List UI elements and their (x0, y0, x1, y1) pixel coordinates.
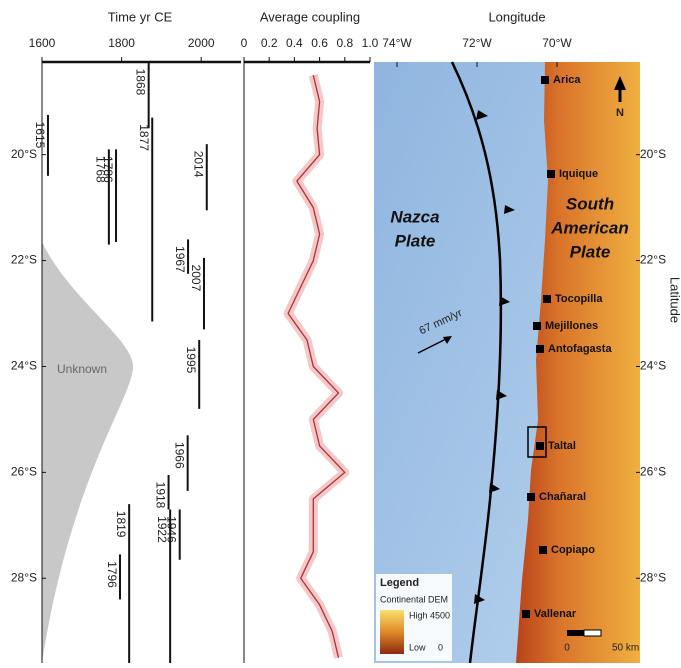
coupling-panel: Average coupling 0 0.2 0.4 0.6 0.8 1.0 (241, 9, 379, 663)
y-tick-label: 22°S (640, 253, 666, 267)
annotation: Unknown (57, 362, 107, 376)
panel-title: Time yr CE (108, 9, 173, 24)
city-label: Mejillones (545, 320, 598, 332)
y-tick-label: 26°S (640, 465, 666, 479)
city-marker (543, 295, 551, 303)
city-marker (527, 493, 535, 501)
rupture-label: 1918 (153, 482, 167, 509)
city-label: Taltal (548, 440, 576, 452)
city-label: Iquique (559, 168, 598, 180)
rupture-label: 2014 (192, 151, 206, 178)
x-tick-label: 72°W (462, 36, 492, 50)
city-label: Tocopilla (555, 293, 603, 305)
city-label: Antofagasta (548, 343, 612, 355)
x-tick-label: 70°W (542, 36, 572, 50)
city-marker (547, 170, 555, 178)
city-label: Copiapo (551, 544, 595, 556)
y-tick-label: 26°S (11, 465, 37, 479)
north-label: N (616, 107, 624, 119)
plate-label: American (550, 218, 628, 237)
map-panel: Longitude 67 mm/yr N 0 50 km Legend Cont… (374, 9, 681, 663)
rupture-label: 1967 (173, 246, 187, 273)
rupture-panel: Time yr CE Unknown 1600 1800 2000 20°S 22°S 2… (11, 9, 241, 663)
plate-label: South (566, 194, 614, 213)
legend-gradient (380, 610, 404, 654)
panel-title: Average coupling (260, 9, 360, 24)
x-tick-label: 0.8 (336, 36, 353, 50)
plate-label: Nazca (390, 207, 439, 226)
rupture-label: 1966 (172, 442, 186, 469)
legend-high: High (409, 610, 428, 620)
city-marker (536, 345, 544, 353)
x-tick-label: 0.2 (261, 36, 278, 50)
scale-label: 50 km (612, 643, 639, 654)
legend-low-value: 0 (438, 642, 443, 652)
x-tick-label: 0.6 (311, 36, 328, 50)
y-axis-label: Latitude (668, 277, 681, 323)
rupture-label: 1868 (133, 69, 147, 96)
scale-bar (567, 630, 584, 636)
x-tick-label: 0 (241, 36, 248, 50)
rupture-label: 1786 (101, 156, 115, 183)
rupture-label: 1877 (137, 124, 151, 151)
y-tick-label: 28°S (11, 570, 37, 584)
y-tick-label: 20°S (11, 147, 37, 161)
legend-subtitle: Continental DEM (380, 594, 448, 604)
coupling-band (288, 75, 345, 658)
legend-title: Legend (380, 577, 419, 589)
city-marker (522, 610, 530, 618)
rupture-label: 1922 (155, 516, 169, 543)
city-marker (533, 322, 541, 330)
city-label: Vallenar (534, 608, 577, 620)
rupture-label: 1995 (184, 347, 198, 374)
city-label: Chañaral (539, 491, 586, 503)
scale-bar (584, 630, 601, 636)
y-tick-label: 24°S (11, 359, 37, 373)
y-tick-label: 28°S (640, 570, 666, 584)
city-marker (539, 546, 547, 554)
city-label: Arica (553, 74, 581, 86)
rupture-label: 1819 (114, 511, 128, 538)
x-tick-label: 1600 (29, 36, 56, 50)
city-marker (536, 442, 544, 450)
plate-label: Plate (570, 242, 611, 261)
x-tick-label: 1.0 (362, 36, 379, 50)
rupture-label: 2007 (189, 265, 203, 292)
plate-label: Plate (395, 231, 436, 250)
figure: Time yr CE Unknown 1600 1800 2000 20°S 22°S 2… (0, 0, 681, 663)
unknown-region (42, 242, 133, 663)
x-tick-label: 1800 (108, 36, 135, 50)
panel-title: Longitude (488, 9, 545, 24)
y-tick-label: 24°S (640, 359, 666, 373)
legend-low: Low (409, 642, 426, 652)
rupture-label: 1796 (105, 561, 119, 588)
x-tick-label: 74°W (382, 36, 412, 50)
legend-high-value: 4500 (430, 610, 450, 620)
y-tick-label: 22°S (11, 253, 37, 267)
rupture-label: 1615 (33, 122, 47, 149)
scale-zero: 0 (564, 643, 570, 654)
x-tick-label: 0.4 (286, 36, 303, 50)
y-tick-label: 20°S (640, 147, 666, 161)
city-marker (541, 76, 549, 84)
x-tick-label: 2000 (188, 36, 215, 50)
